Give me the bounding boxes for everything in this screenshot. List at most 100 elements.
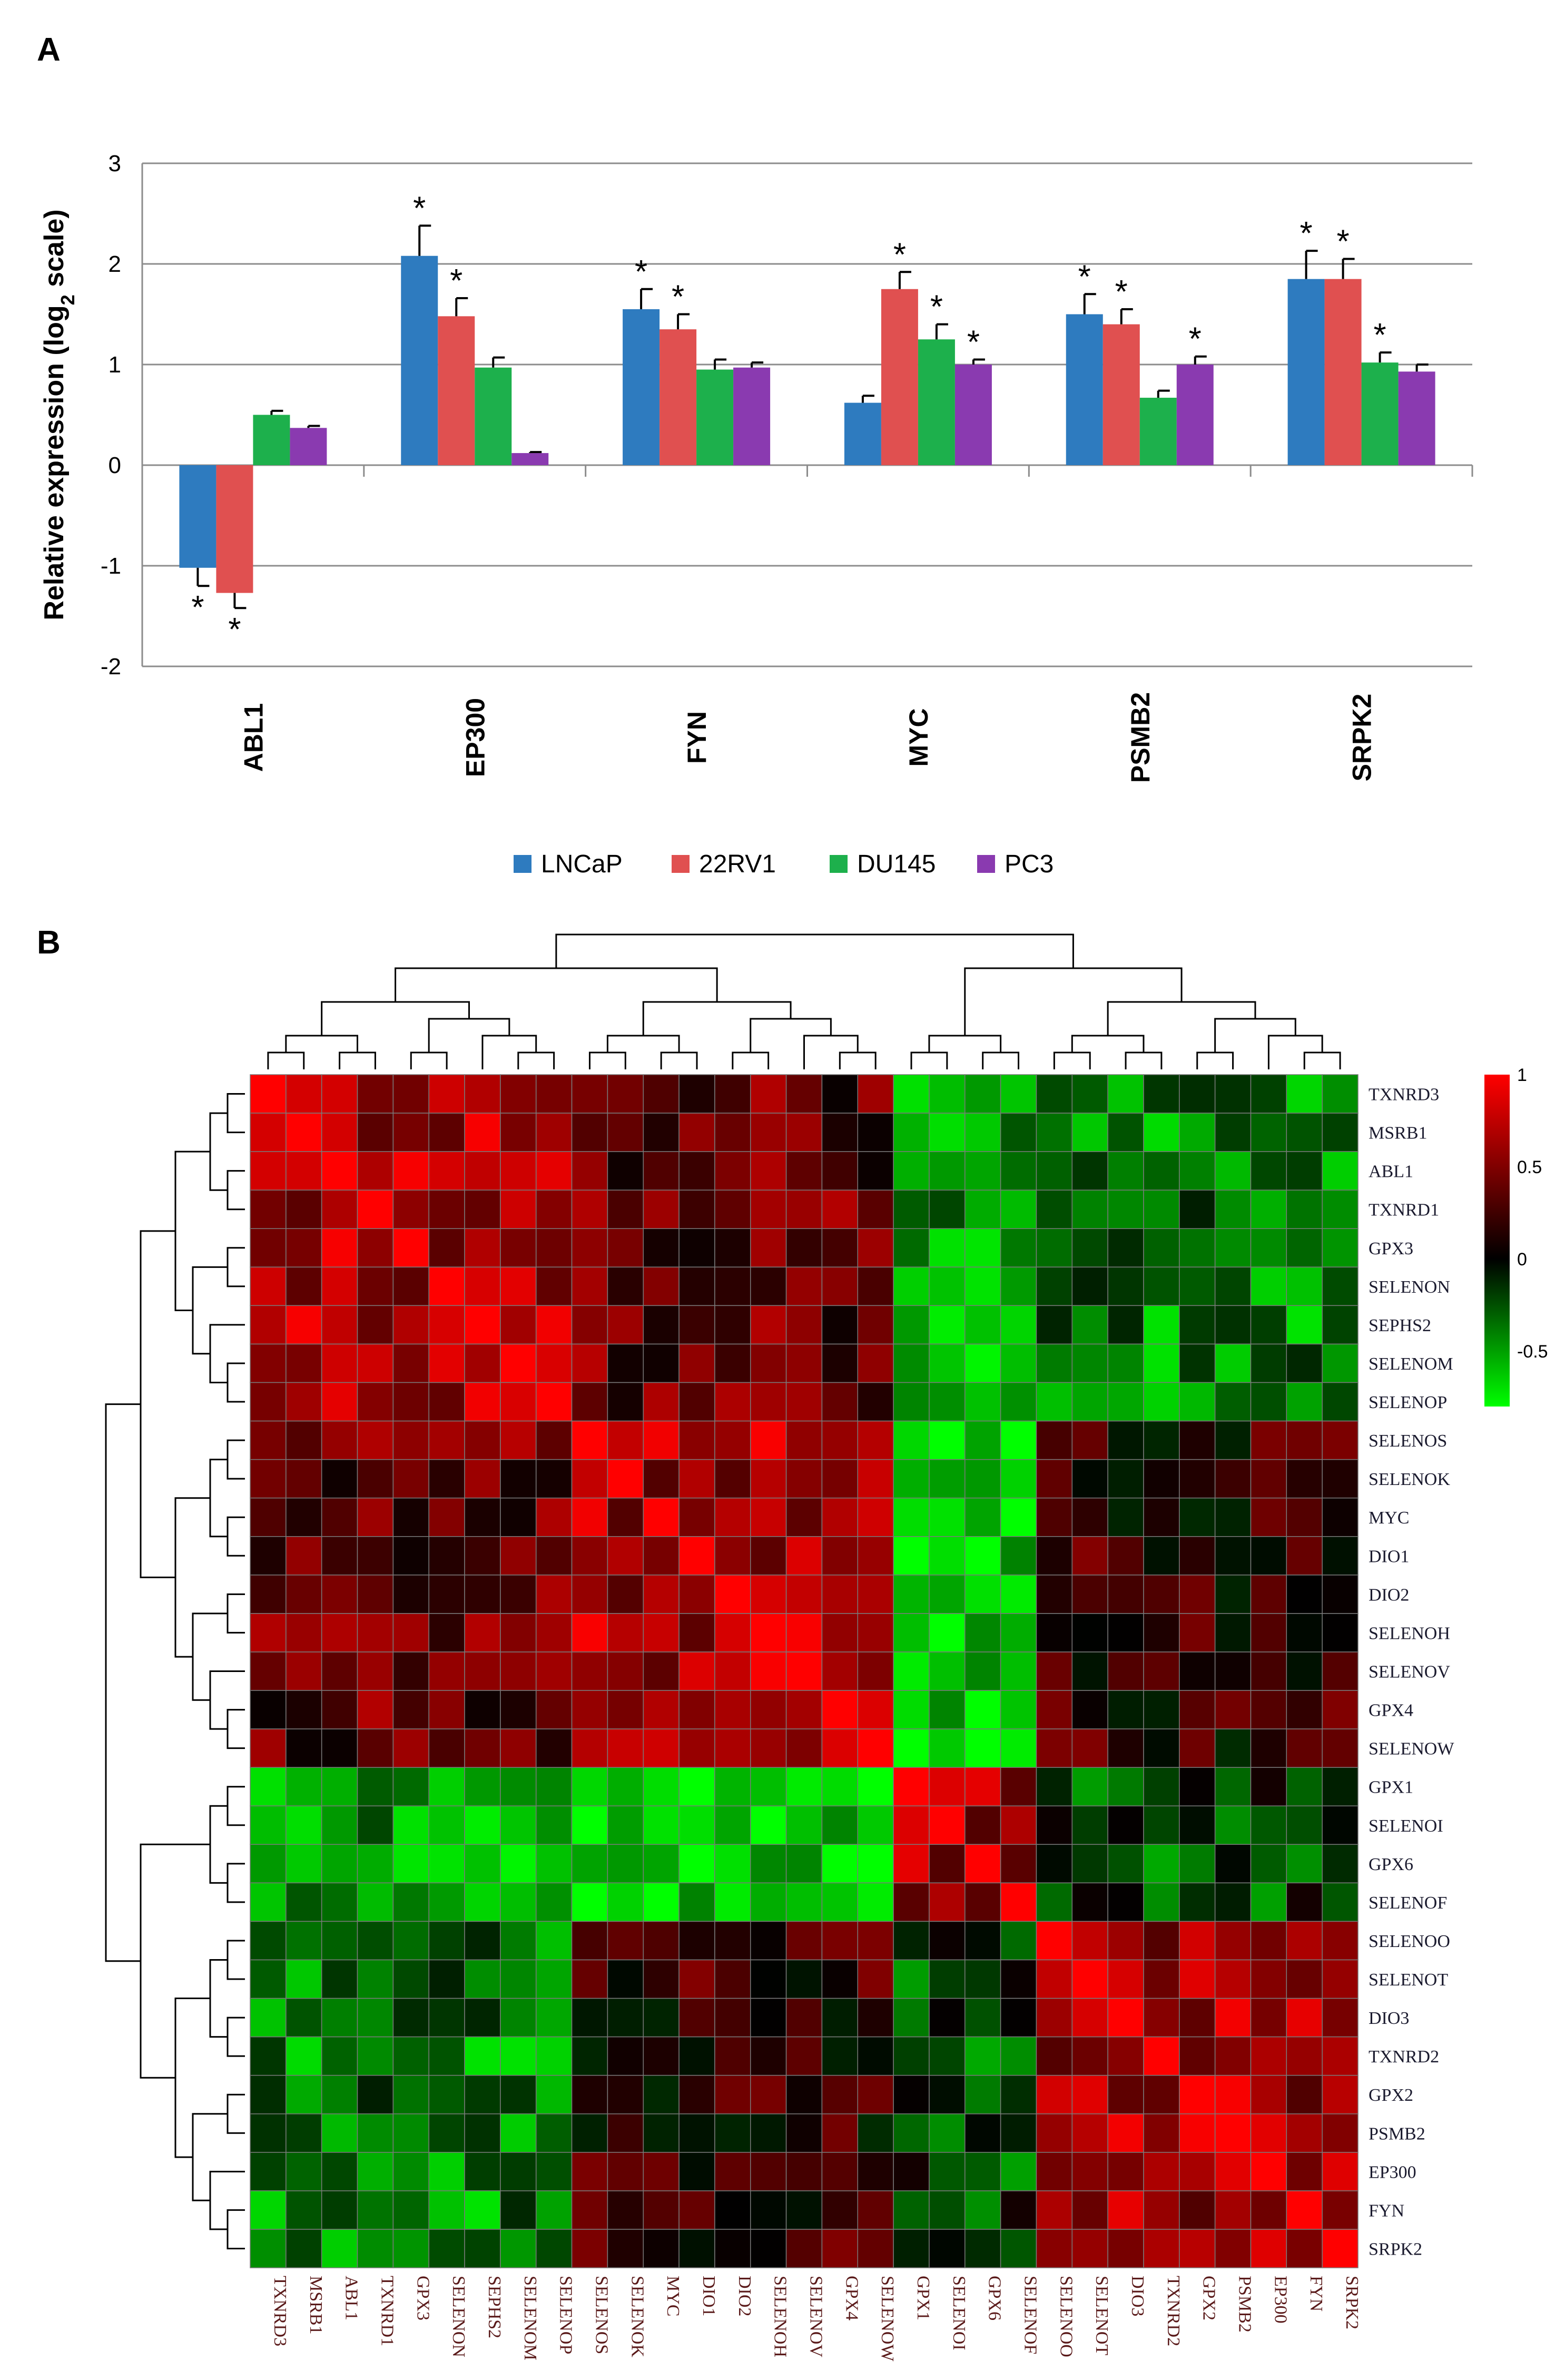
heatmap-cell [1286, 1882, 1323, 1922]
heatmap-cell [893, 2036, 930, 2076]
heatmap-cell [428, 1536, 465, 1576]
heatmap-cell [1286, 1844, 1323, 1884]
heatmap-cell [1214, 1728, 1252, 1768]
heatmap-cell [1107, 1651, 1144, 1691]
heatmap-cell [392, 2229, 429, 2268]
heatmap-cell [250, 1998, 287, 2038]
colorbar-tick: 0.5 [1517, 1157, 1542, 1177]
heatmap-cell [1036, 1266, 1073, 1306]
row-label-GPX6: GPX6 [1369, 1855, 1413, 1874]
heatmap-cell [1322, 1805, 1359, 1845]
heatmap-cell [321, 1575, 358, 1614]
heatmap-cell [643, 1767, 680, 1806]
bar-LNCaP-EP300 [401, 255, 438, 465]
heatmap-cell [678, 1998, 715, 2038]
heatmap-cell [500, 1844, 537, 1884]
heatmap-cell [535, 1998, 573, 2038]
heatmap-cell [250, 2190, 287, 2230]
heatmap-cell [357, 2036, 394, 2076]
heatmap-cell [1000, 1151, 1037, 1191]
dendrogram-branch [209, 1459, 228, 1538]
heatmap-cell [643, 2113, 680, 2153]
heatmap-cell [714, 1959, 751, 1999]
heatmap-cell [1286, 2229, 1323, 2268]
heatmap-cell [964, 1497, 1001, 1537]
heatmap-cell [1322, 1151, 1359, 1191]
heatmap-cell [964, 1690, 1001, 1729]
heatmap-cell [1214, 1959, 1252, 1999]
heatmap-cell [607, 1459, 644, 1499]
heatmap-cell [464, 1266, 501, 1306]
heatmap-cell [893, 1613, 930, 1653]
heatmap-cell [500, 2229, 537, 2268]
heatmap-cell [1143, 2229, 1180, 2268]
heatmap-cell [678, 1959, 715, 1999]
heatmap-cell [392, 1575, 429, 1614]
heatmap-cell [750, 1613, 787, 1653]
heatmap-cell [785, 1305, 823, 1345]
heatmap-cell [1214, 1575, 1252, 1614]
significance-star: * [930, 289, 943, 326]
heatmap-cell [1000, 1189, 1037, 1230]
heatmap-cell [1143, 1998, 1180, 2038]
col-label-MSRB1: MSRB1 [306, 2276, 326, 2335]
row-label-DIO3: DIO3 [1369, 2009, 1409, 2028]
heatmap-cell [1000, 1536, 1037, 1576]
heatmap-cell [250, 1882, 287, 1922]
heatmap-cell [250, 1497, 287, 1537]
heatmap-cell [286, 2190, 322, 2230]
heatmap-cell [500, 1805, 537, 1845]
heatmap-cell [821, 1805, 859, 1845]
heatmap-cell [1000, 2152, 1037, 2191]
heatmap-cell [893, 1536, 930, 1576]
heatmap-cell [250, 2074, 287, 2115]
row-label-EP300: EP300 [1369, 2162, 1416, 2182]
heatmap-cell [392, 2074, 429, 2115]
heatmap-cell [1250, 1266, 1287, 1306]
heatmap-cell [607, 2036, 644, 2076]
heatmap-cell [392, 1305, 429, 1345]
panel-b-label: B [37, 925, 61, 961]
heatmap-cell [535, 1228, 573, 1268]
heatmap-cell [750, 1266, 787, 1306]
heatmap-cell [785, 2036, 823, 2076]
heatmap-cell [929, 2152, 966, 2191]
heatmap-cell [321, 1613, 358, 1653]
significance-star: * [1300, 215, 1313, 252]
heatmap-cell [678, 1305, 715, 1345]
row-label-ABL1: ABL1 [1369, 1162, 1413, 1182]
heatmap-cell [1214, 1690, 1252, 1729]
heatmap-cell [1250, 1998, 1287, 2038]
heatmap-cell [500, 1189, 537, 1230]
heatmap-cell [1036, 1651, 1073, 1691]
heatmap-cell [750, 1113, 787, 1152]
dendrogram-branch [803, 1035, 859, 1069]
heatmap-cell [1322, 1382, 1359, 1422]
heatmap-cell [286, 1189, 322, 1230]
heatmap-cell [678, 1420, 715, 1460]
heatmap-cell [1286, 1074, 1323, 1114]
row-label-SELENOT: SELENOT [1369, 1970, 1448, 1990]
dendrogram-branch [227, 1247, 245, 1287]
heatmap-cell [857, 1998, 894, 2038]
heatmap-cell [821, 1266, 859, 1306]
heatmap-cell [607, 2190, 644, 2230]
heatmap-cell [785, 1228, 823, 1268]
heatmap-cell [1322, 2152, 1359, 2191]
heatmap-cell [1036, 1959, 1073, 1999]
heatmap-cell [1036, 1998, 1073, 2038]
heatmap-cell [464, 1497, 501, 1537]
heatmap-cell [714, 2036, 751, 2076]
heatmap-cell [678, 1113, 715, 1152]
heatmap-cell [607, 1382, 644, 1422]
heatmap-cell [821, 2036, 859, 2076]
heatmap-cell [1250, 2229, 1287, 2268]
heatmap-cell [929, 1882, 966, 1922]
heatmap-cell [1322, 1536, 1359, 1576]
heatmap-cell [714, 1613, 751, 1653]
row-label-SELENOH: SELENOH [1369, 1624, 1450, 1643]
heatmap-cell [428, 2190, 465, 2230]
heatmap-cell [357, 1074, 394, 1114]
heatmap-cell [929, 2190, 966, 2230]
row-label-SELENOO: SELENOO [1369, 1932, 1450, 1951]
